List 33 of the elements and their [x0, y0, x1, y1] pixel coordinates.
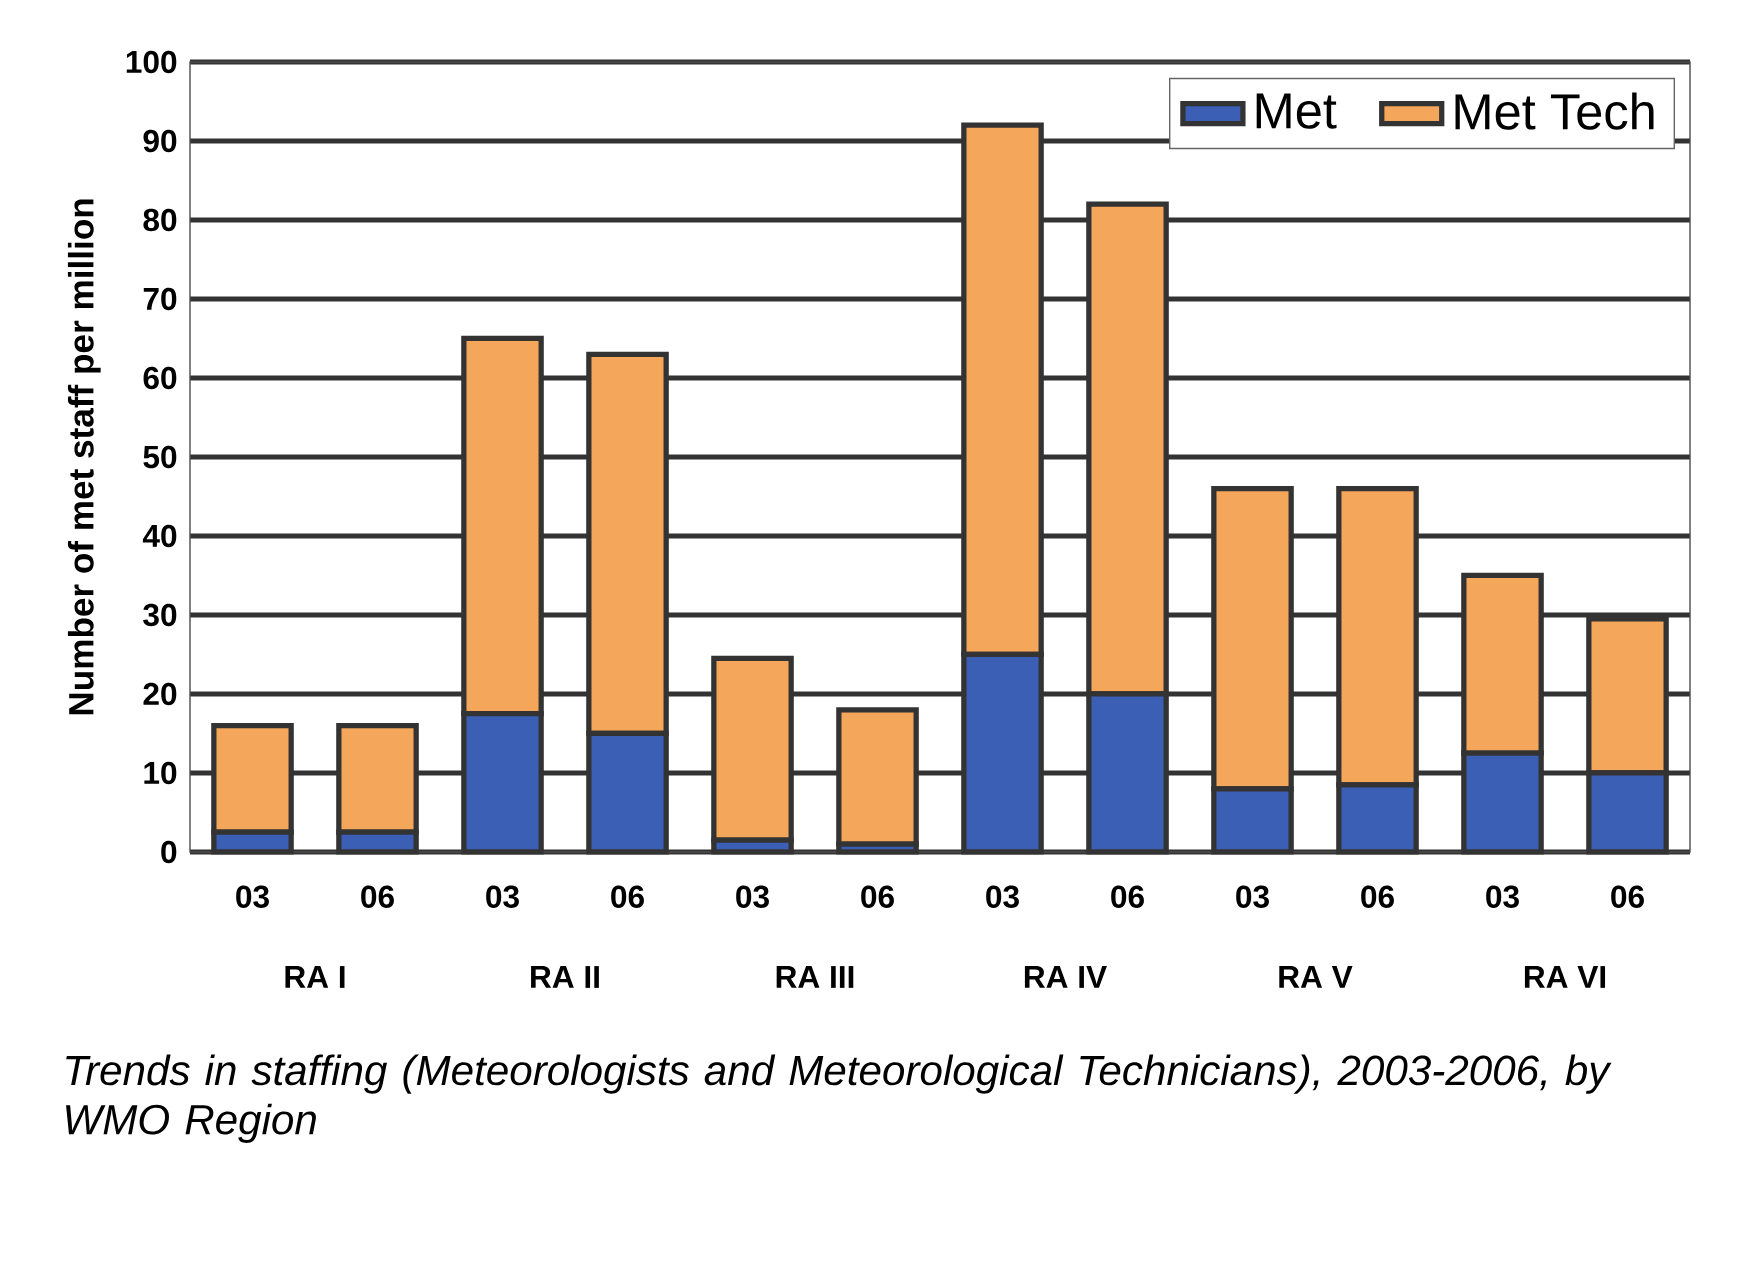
- text: RA I: [285, 966, 345, 988]
- x-tick-label: 06: [1111, 885, 1144, 908]
- y-tick-label: 90: [143, 129, 177, 153]
- y-tick-label: 50: [143, 445, 177, 469]
- legend-label: Met: [1256, 93, 1337, 129]
- y-tick-label: 30: [143, 603, 177, 627]
- text: RA VI: [1524, 966, 1606, 988]
- text: RA V: [1279, 966, 1353, 988]
- x-tick-label: 03: [1236, 885, 1269, 908]
- x-tick-label: 03: [236, 885, 269, 908]
- text: Trends in staffing (Meteorologists and Meteorological Technicians), 2003-2006, by WMO Region: [66, 1054, 1612, 1143]
- x-tick-label: 03: [736, 885, 769, 908]
- y-tick-label: 10: [144, 761, 177, 785]
- y-tick-label: 0: [161, 840, 177, 864]
- y-tick-label: 40: [142, 524, 177, 548]
- y-tick-label: 60: [143, 366, 177, 390]
- x-tick-label: 03: [486, 885, 519, 908]
- y-tick-label: 100: [126, 50, 177, 74]
- x-tick-label: 03: [986, 885, 1019, 908]
- x-tick-label: 06: [361, 885, 394, 908]
- y-tick-label: 80: [143, 208, 177, 232]
- y-tick-label: 20: [143, 682, 177, 706]
- legend-label: Met Tech: [1455, 92, 1654, 130]
- y-tick-label: 70: [143, 287, 177, 311]
- text: RA III: [776, 966, 854, 988]
- x-tick-label: 06: [1361, 885, 1394, 908]
- x-tick-label: 06: [861, 885, 894, 908]
- text: RA II: [531, 966, 599, 988]
- y-axis-title: Number of met staff per million: [67, 199, 101, 715]
- text: RA IV: [1024, 966, 1107, 988]
- x-tick-label: 06: [611, 885, 644, 908]
- x-tick-label: 06: [1611, 885, 1644, 908]
- x-tick-label: 03: [1486, 885, 1519, 908]
